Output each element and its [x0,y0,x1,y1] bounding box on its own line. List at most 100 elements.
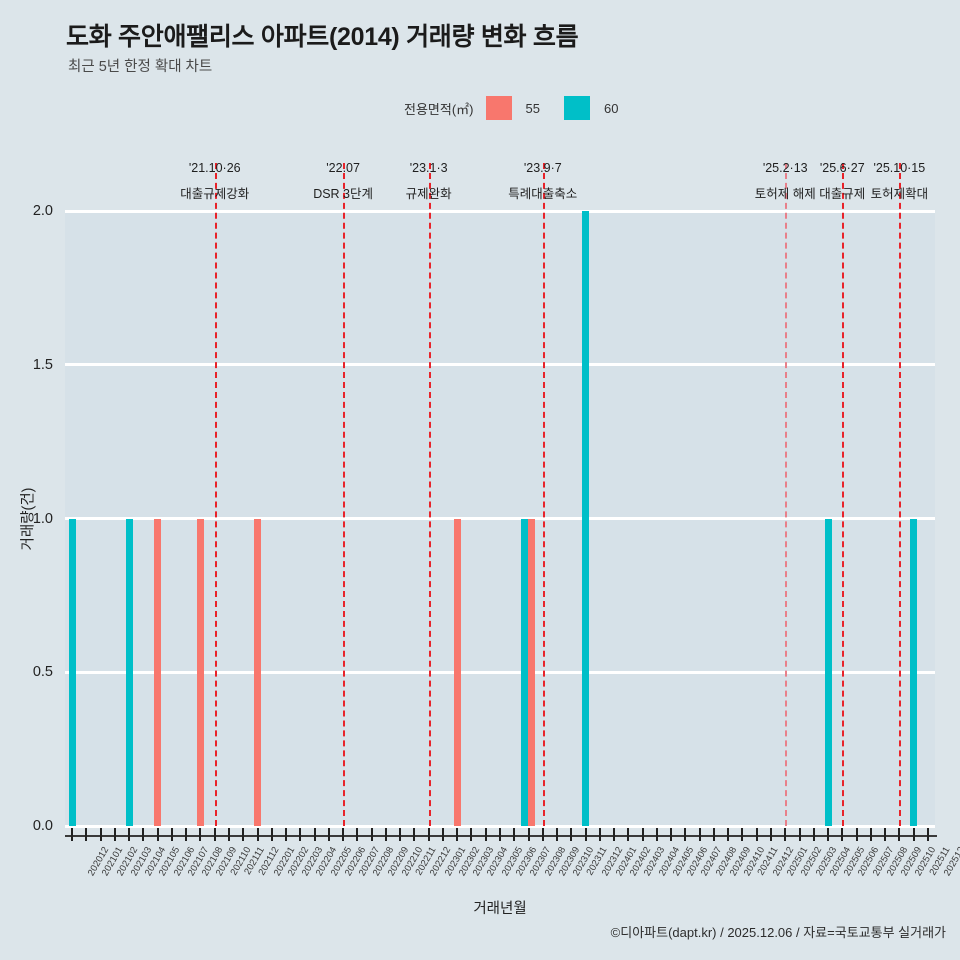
x-axis-tick [798,828,801,841]
x-axis-label: 거래년월 [473,901,527,917]
bar [254,518,262,826]
y-axis-tick-label: 1.0 [32,510,53,527]
gridline [65,209,935,213]
x-axis-tick [370,828,373,841]
x-axis-tick [869,828,872,841]
x-axis-tick [142,828,145,841]
x-axis-tick [741,828,744,841]
x-axis-tick [270,828,273,841]
legend-swatch-60 [563,96,590,120]
bar [196,518,204,826]
x-axis-tick [755,828,758,841]
x-axis-tick [598,828,601,841]
x-axis-tick [456,828,459,841]
x-axis-tick [712,828,715,841]
bar [910,518,918,826]
bar [824,518,832,826]
x-axis-tick [199,828,202,841]
x-axis-tick [499,828,501,841]
x-axis-tick [384,828,387,841]
x-axis-line [65,835,937,837]
legend-label-60: 60 [603,100,619,116]
x-axis-tick [841,828,844,841]
x-axis-tick [470,828,473,841]
x-axis-tick [827,828,830,841]
x-axis-tick [156,828,159,841]
x-axis-tick [655,828,658,841]
event-name-label: 대출규제강화 [180,187,250,201]
x-axis-tick [898,828,901,841]
event-date-label: '25.2·13 [762,161,808,175]
page-subtitle: 최근 5년 한정 확대 차트 [68,59,213,75]
legend-title: 전용면적(㎡) [404,101,474,117]
x-axis-tick [727,828,730,841]
x-axis-tick [584,828,587,841]
x-axis-tick [285,828,288,841]
bar [453,518,461,826]
event-name-label: DSR 3단계 [313,187,374,201]
x-axis-tick [541,828,544,841]
event-name-label: 토허제확대 [870,187,929,201]
event-date-label: '21.10·26 [188,161,241,175]
x-axis-tick [413,828,416,841]
y-axis-tick-label: 0.0 [32,818,53,834]
x-axis-tick [427,828,430,841]
x-axis-tick [313,828,316,841]
event-marker-line [214,163,217,826]
x-axis-tick [128,828,131,841]
x-axis-tick [299,828,302,841]
x-axis-tick [99,828,102,841]
x-axis-tick [113,828,116,841]
x-axis-tick [912,828,915,841]
legend-label-55: 55 [525,100,540,116]
x-axis-tick [513,828,516,841]
bar [528,518,536,826]
x-axis-tick [812,828,815,841]
event-name-label: 대출규제 [819,187,866,201]
gridline [65,670,935,674]
gridline [65,517,935,520]
x-axis-tick [627,828,630,841]
event-date-label: '23.9·7 [523,161,562,175]
event-date-label: '23.1·3 [409,161,448,175]
gridline [65,824,935,828]
page-title: 도화 주안애팰리스 아파트(2014) 거래량 변화 흐름 [66,23,579,51]
event-marker-line [343,163,346,826]
x-axis-tick [884,828,887,841]
x-axis-tick [228,828,231,841]
event-marker-line [899,163,902,826]
bar [154,518,162,826]
x-axis-tick [71,828,74,841]
bar [582,211,590,826]
x-axis-tick [527,828,530,841]
x-axis-tick [684,828,687,841]
x-axis-tick [613,828,616,841]
x-axis-tick [327,828,330,841]
y-axis-tick-label: 2.0 [32,203,53,219]
x-axis-tick [213,828,216,841]
gridline [65,363,935,367]
x-axis-tick [256,828,259,841]
x-axis-tick [641,828,644,841]
y-axis-tick-label: 0.5 [32,664,53,681]
event-name-label: 규제완화 [405,187,452,201]
bar [125,518,133,826]
x-axis-tick [399,828,402,841]
legend: 전용면적(㎡) 55 60 [404,96,618,120]
bar [521,518,529,826]
event-marker-line [542,163,545,826]
x-axis-tick [484,828,487,841]
event-date-label: '22.07 [326,161,360,175]
event-name-label: 토허제 해제 [754,187,816,201]
x-axis-tick [570,828,573,841]
x-axis-tick [170,828,173,841]
event-name-label: 특례대출축소 [508,187,578,201]
x-axis-tick [85,828,88,841]
x-axis-tick [784,828,787,841]
x-axis-tick [855,828,858,841]
y-axis-tick-label: 1.5 [32,356,53,373]
x-axis-tick [185,828,188,841]
legend-swatch-55 [485,96,512,120]
event-marker-line [785,163,788,826]
